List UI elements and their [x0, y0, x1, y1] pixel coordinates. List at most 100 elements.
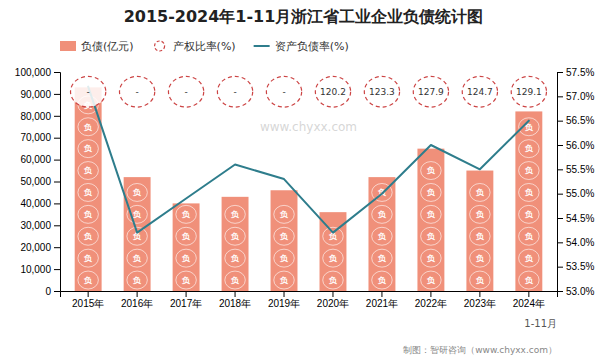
y2-tick: 54.5% [557, 213, 594, 224]
legend: 负债(亿元)产权比率(%)资产负债率(%) [60, 40, 349, 53]
bar-icon [519, 140, 539, 158]
legend-item: 资产负债率(%) [254, 40, 349, 53]
legend-item: 负债(亿元) [60, 40, 134, 53]
y-tick-mark [54, 291, 60, 292]
ratio-label: - [233, 87, 236, 97]
x-tick-label: 2015年 [72, 298, 104, 309]
bar-icon-char: 负 [328, 254, 338, 263]
y2-tick-mark [557, 96, 563, 97]
bar-icon [519, 271, 539, 289]
ratio-label: - [87, 87, 90, 97]
bar-icon-char: 负 [524, 210, 534, 219]
y-tick-label: 40,000 [20, 198, 51, 209]
y-tick-mark [54, 116, 60, 117]
y-tick-mark [54, 94, 60, 95]
bar [75, 87, 102, 291]
bar-icon-char: 负 [426, 210, 436, 219]
bar-icon-char: 负 [181, 276, 191, 285]
y-tick-label: 60,000 [20, 154, 51, 165]
y-tick: 80,000 [20, 111, 60, 122]
y2-tick: 53.0% [557, 286, 594, 297]
y2-tick-label: 54.0% [566, 237, 594, 248]
bar-icon-char: 负 [132, 254, 142, 263]
bar-icon-char: 负 [426, 166, 436, 175]
bar-icon-char: 负 [524, 254, 534, 263]
bar-icon-char: 负 [181, 210, 191, 219]
y-tick-label: 30,000 [20, 220, 51, 231]
bar-icon [421, 249, 441, 267]
x-tick: 2023年 [464, 291, 496, 309]
bar-icon-char: 负 [524, 188, 534, 197]
bar [124, 177, 151, 291]
ratio-ellipse [413, 76, 448, 107]
bar-icon-char: 负 [83, 254, 93, 263]
bar-icon-char: 负 [279, 232, 289, 241]
x-tick-label: 2018年 [219, 298, 251, 309]
x-tick-mark [479, 291, 480, 297]
bar-icon-char: 负 [83, 166, 93, 175]
y-tick-mark [54, 225, 60, 226]
y-tick: 20,000 [20, 242, 60, 253]
y2-tick-mark [557, 121, 563, 122]
y-tick-label: 90,000 [20, 89, 51, 100]
x-tick-mark [381, 291, 382, 297]
bar-icon-char: 负 [475, 188, 485, 197]
footer: 制图：智研咨询（www.chyxx.com） [403, 345, 557, 355]
bar-icon [78, 227, 98, 245]
y2-tick: 57.0% [557, 91, 594, 102]
bar [271, 190, 298, 291]
x-tick: 2017年 [170, 291, 202, 309]
y-tick: 30,000 [20, 220, 60, 231]
bar-icon [372, 205, 392, 223]
note: 1-11月 [524, 318, 557, 329]
y-tick-mark [54, 160, 60, 161]
ratio-ellipse [315, 76, 350, 107]
x-tick-label: 2024年 [513, 298, 545, 309]
x-tick-label: 2021年 [366, 298, 398, 309]
bar-icon-char: 负 [524, 276, 534, 285]
x-tick: 2015年 [72, 291, 104, 309]
ratio-ellipse [364, 76, 399, 107]
bar-icon-char: 负 [377, 210, 387, 219]
bar-icon [421, 162, 441, 180]
bar-icon-char: 负 [524, 166, 534, 175]
bar-icon-char: 负 [83, 232, 93, 241]
y-tick-mark [54, 72, 60, 73]
plot-area: 负负负负负负负负负负负负负负负负负负负负负负负负负负负负负负负负负负负负负负负负… [75, 87, 543, 291]
bar-icon [519, 227, 539, 245]
bar-icon-char: 负 [426, 254, 436, 263]
bar-icon [78, 140, 98, 158]
ratio-ellipse [119, 76, 154, 107]
legend-label: 资产负债率(%) [275, 40, 349, 53]
bar-icon [78, 183, 98, 201]
legend-label: 负债(亿元) [81, 40, 134, 53]
y2-tick-mark [557, 291, 563, 292]
y2-axis: 53.0%53.5%54.0%54.5%55.0%55.5%56.0%56.5%… [557, 67, 594, 297]
bar-icon-char: 负 [132, 276, 142, 285]
bar-icon [176, 271, 196, 289]
y2-tick-mark [557, 194, 563, 195]
bar-icon-char: 负 [83, 123, 93, 132]
bar-icon [78, 249, 98, 267]
x-tick: 2024年 [513, 291, 545, 309]
bar-icon [78, 118, 98, 136]
bar-icon-char: 负 [377, 254, 387, 263]
y2-tick-label: 55.0% [566, 188, 594, 199]
x-tick-label: 2022年 [415, 298, 447, 309]
y-tick: 70,000 [20, 132, 60, 143]
y2-tick-label: 56.5% [566, 115, 594, 126]
y2-tick-label: 56.0% [566, 140, 594, 151]
bar-icon [176, 249, 196, 267]
y-axis-line [54, 73, 61, 292]
y-tick-mark [54, 269, 60, 270]
x-tick-mark [235, 291, 236, 297]
ratio-ellipse [71, 76, 106, 107]
ratio-label: - [282, 87, 285, 97]
bar-icon [225, 205, 245, 223]
bar-icon [225, 271, 245, 289]
bar-icon [127, 183, 147, 201]
bar-icon [176, 227, 196, 245]
bar-icon [372, 271, 392, 289]
y-tick-label: 50,000 [20, 176, 51, 187]
ratio-ellipse [462, 76, 497, 107]
